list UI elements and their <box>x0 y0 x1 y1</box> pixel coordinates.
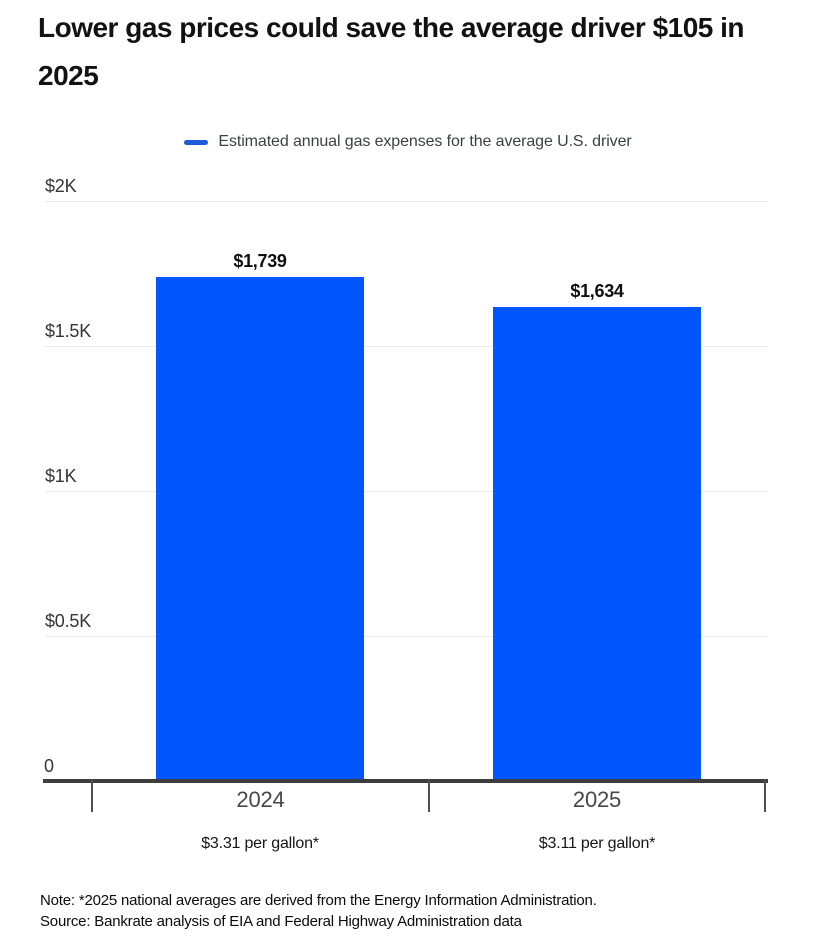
gridline <box>45 201 768 202</box>
source-line: Source: Bankrate analysis of EIA and Fed… <box>40 913 522 930</box>
chart-title: Lower gas prices could save the average … <box>38 12 745 91</box>
y-axis-tick-label: $1K <box>45 466 77 486</box>
footnote: Note: *2025 national averages are derive… <box>40 892 597 909</box>
gridline <box>45 491 768 492</box>
y-axis-tick-label: $0.5K <box>45 611 92 631</box>
x-axis-tick <box>428 779 430 812</box>
gridline <box>45 346 768 347</box>
bar <box>156 276 364 781</box>
bar-value-label: $1,739 <box>233 250 287 271</box>
y-axis-tick-label: $2K <box>45 176 77 196</box>
chart-legend: Estimated annual gas expenses for the av… <box>0 131 816 153</box>
price-per-gallon-label: $3.31 per gallon* <box>201 835 319 852</box>
y-axis-tick-label: 0 <box>44 756 54 776</box>
price-per-gallon-label: $3.11 per gallon* <box>538 835 656 852</box>
bar <box>493 307 701 781</box>
legend-label: Estimated annual gas expenses for the av… <box>218 133 632 150</box>
legend-line-icon <box>184 139 209 145</box>
x-axis-tick <box>91 779 93 812</box>
gridline <box>45 636 768 637</box>
x-axis-category-label: 2024 <box>236 787 285 812</box>
bar-value-label: $1,634 <box>570 281 624 302</box>
x-axis-line <box>43 779 768 783</box>
x-axis-category-label: 2025 <box>572 787 622 812</box>
y-axis-tick-label: $1.5K <box>45 321 92 341</box>
x-axis-tick <box>764 779 766 812</box>
